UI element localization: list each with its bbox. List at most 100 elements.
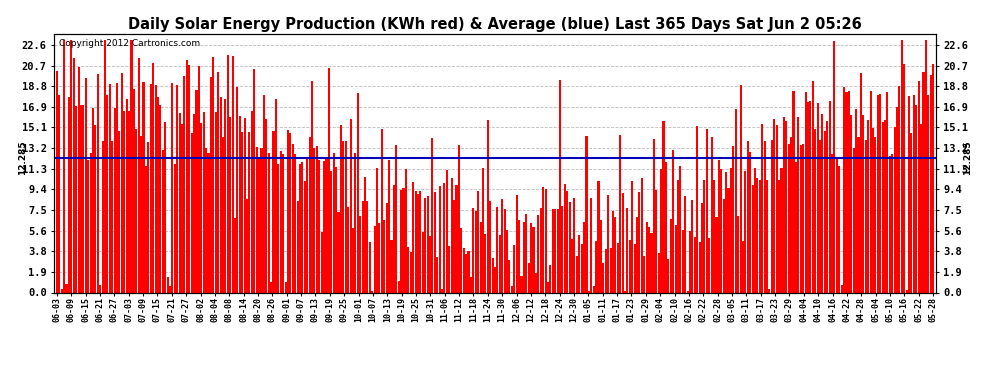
Bar (234, 218, 236, 292)
Bar (566, 191, 568, 292)
Bar (99, 285, 101, 292)
Bar (212, 57, 215, 292)
Bar (918, 81, 920, 292)
Bar (561, 206, 563, 292)
Bar (916, 105, 918, 292)
Bar (689, 231, 691, 292)
Bar (636, 217, 639, 292)
Bar (299, 164, 301, 292)
Bar (448, 246, 450, 292)
Bar (420, 191, 422, 292)
Text: Daily Solar Energy Production (KWh red) & Average (blue) Last 365 Days Sat Jun 2: Daily Solar Energy Production (KWh red) … (128, 17, 862, 32)
Bar (573, 198, 575, 292)
Bar (482, 168, 484, 292)
Bar (229, 117, 232, 292)
Bar (852, 148, 854, 292)
Bar (716, 217, 718, 292)
Bar (395, 145, 397, 292)
Bar (619, 135, 621, 292)
Bar (733, 146, 735, 292)
Bar (457, 145, 460, 292)
Bar (227, 55, 229, 292)
Bar (864, 140, 867, 292)
Bar (496, 207, 498, 292)
Bar (836, 159, 838, 292)
Bar (795, 162, 797, 292)
Bar (595, 242, 597, 292)
Bar (444, 183, 446, 292)
Bar (674, 225, 676, 292)
Bar (576, 256, 578, 292)
Bar (819, 140, 821, 292)
Bar (499, 235, 501, 292)
Bar (501, 199, 503, 292)
Bar (244, 118, 246, 292)
Bar (713, 180, 715, 292)
Bar (785, 121, 787, 292)
Bar (154, 86, 156, 292)
Bar (841, 285, 842, 292)
Bar (63, 40, 65, 292)
Bar (812, 81, 814, 292)
Bar (136, 129, 138, 292)
Bar (424, 198, 427, 292)
Bar (568, 202, 570, 292)
Bar (87, 160, 89, 292)
Bar (467, 251, 469, 292)
Bar (518, 220, 520, 292)
Bar (161, 150, 163, 292)
Bar (398, 281, 400, 292)
Bar (554, 209, 556, 292)
Bar (340, 124, 342, 292)
Bar (487, 120, 489, 292)
Bar (250, 111, 252, 292)
Bar (896, 106, 898, 292)
Bar (889, 156, 891, 292)
Bar (723, 199, 725, 292)
Bar (386, 203, 388, 292)
Bar (437, 256, 439, 292)
Bar (860, 73, 862, 292)
Bar (906, 290, 908, 292)
Bar (195, 90, 198, 292)
Bar (470, 277, 472, 292)
Bar (171, 82, 173, 292)
Bar (258, 159, 260, 292)
Bar (75, 106, 77, 292)
Bar (824, 130, 826, 292)
Bar (645, 222, 647, 292)
Bar (847, 91, 849, 292)
Bar (790, 137, 792, 292)
Bar (588, 291, 590, 292)
Bar (282, 154, 284, 292)
Bar (559, 81, 561, 292)
Bar (805, 93, 807, 292)
Bar (761, 124, 763, 292)
Bar (166, 278, 168, 292)
Bar (109, 84, 111, 292)
Bar (571, 239, 573, 292)
Bar (657, 253, 659, 292)
Bar (328, 68, 330, 292)
Bar (356, 93, 358, 292)
Bar (901, 40, 903, 292)
Bar (405, 169, 407, 292)
Bar (746, 141, 748, 292)
Bar (287, 130, 289, 292)
Bar (881, 122, 884, 292)
Bar (403, 188, 405, 292)
Bar (102, 141, 104, 292)
Bar (773, 119, 775, 292)
Bar (407, 248, 409, 292)
Bar (607, 195, 609, 292)
Bar (691, 200, 693, 292)
Bar (687, 291, 689, 292)
Bar (343, 141, 345, 292)
Bar (277, 164, 279, 292)
Bar (516, 195, 518, 292)
Bar (845, 92, 847, 292)
Bar (94, 126, 96, 292)
Bar (682, 230, 684, 292)
Bar (128, 111, 130, 292)
Bar (708, 238, 710, 292)
